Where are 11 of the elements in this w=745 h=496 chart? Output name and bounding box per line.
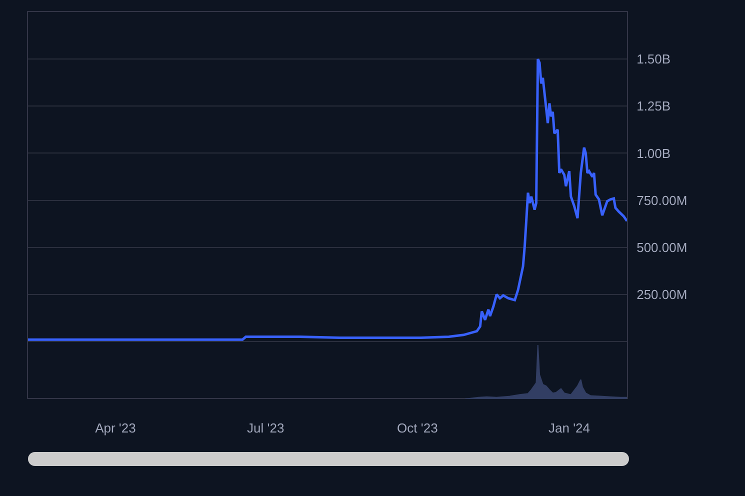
y-tick-label: 1.50B xyxy=(636,52,671,67)
y-tick-label: 1.00B xyxy=(636,146,671,161)
x-tick-label: Jan '24 xyxy=(548,420,590,436)
y-tick-label: 500.00M xyxy=(636,240,688,255)
x-tick-label: Jul '23 xyxy=(247,420,284,436)
y-tick-label: 250.00M xyxy=(636,286,688,302)
x-tick-label: Apr '23 xyxy=(95,420,136,436)
x-tick-label: Oct '23 xyxy=(397,420,438,436)
line-series xyxy=(28,58,627,341)
y-tick-label: 750.00M xyxy=(636,192,688,208)
y-tick-label: 1.25B xyxy=(636,98,671,114)
